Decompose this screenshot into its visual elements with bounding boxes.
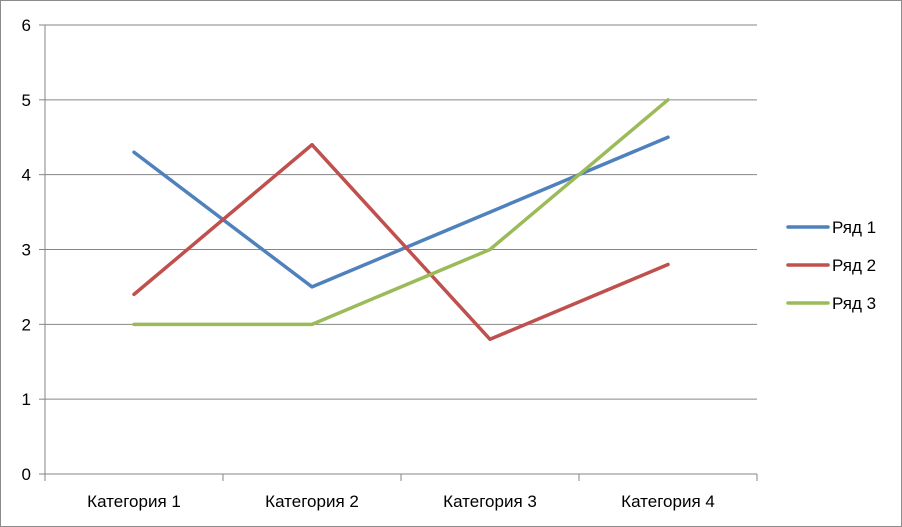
x-tick-label: Категория 3 [443, 492, 537, 511]
x-tick-label: Категория 1 [87, 492, 181, 511]
x-tick-label: Категория 4 [621, 492, 715, 511]
gridlines [45, 24, 757, 400]
y-tick-label: 6 [22, 16, 31, 35]
series-line-1 [132, 135, 670, 289]
y-tick-label: 4 [22, 166, 31, 185]
y-tick-label: 1 [22, 390, 31, 409]
axes [39, 24, 758, 481]
legend-label-3: Ряд 3 [832, 294, 876, 313]
legend-label-2: Ряд 2 [832, 256, 876, 275]
y-tick-label: 2 [22, 315, 31, 334]
x-tick-label: Категория 2 [265, 492, 359, 511]
series-line-3 [132, 98, 670, 327]
legend-label-1: Ряд 1 [832, 218, 876, 237]
y-tick-label: 3 [22, 241, 31, 260]
y-axis-ticks: 0 1 2 3 4 5 6 [22, 16, 31, 484]
x-axis-ticks: Категория 1 Категория 2 Категория 3 Категор… [87, 492, 715, 511]
series-lines [132, 98, 670, 342]
legend: Ряд 1 Ряд 2 Ряд 3 [786, 218, 876, 313]
y-tick-label: 0 [22, 465, 31, 484]
series-line-2 [132, 142, 670, 342]
y-tick-label: 5 [22, 91, 31, 110]
